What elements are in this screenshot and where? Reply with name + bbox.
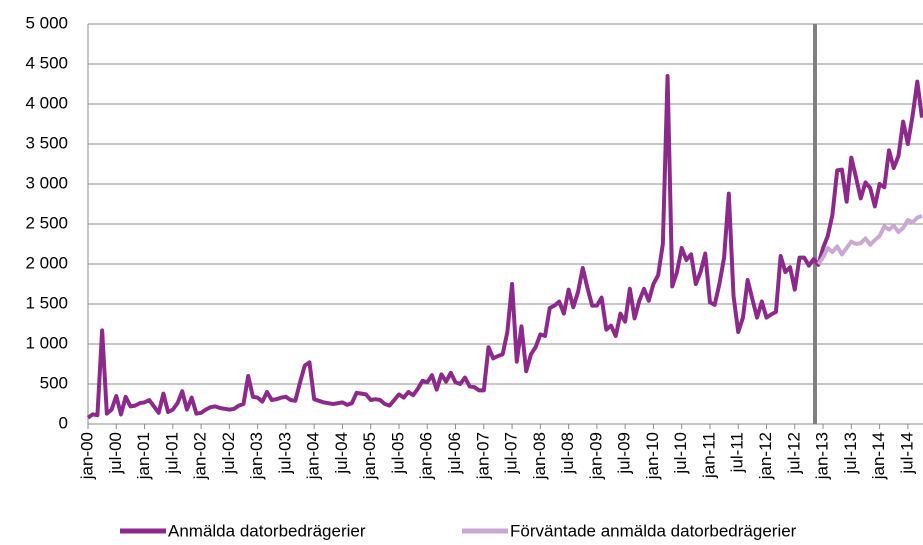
- x-tick-label: jul-03: [275, 432, 294, 475]
- x-tick-label: jan-04: [304, 432, 323, 480]
- x-tick-label: jan-02: [191, 432, 210, 480]
- series-line: [86, 74, 923, 420]
- x-tick-label: jan-05: [360, 432, 379, 480]
- x-tick-label: jul-12: [784, 432, 803, 475]
- x-tick-label: jan-10: [643, 432, 662, 480]
- x-tick-label: jul-08: [558, 432, 577, 475]
- x-tick-label: jul-01: [162, 432, 181, 475]
- y-tick-label: 3 500: [25, 133, 68, 152]
- x-tick-label: jul-00: [106, 432, 125, 475]
- y-tick-label: 3 000: [25, 173, 68, 192]
- x-tick-label: jan-12: [756, 432, 775, 480]
- x-tick-label: jul-02: [219, 432, 238, 475]
- x-tick-label: jan-09: [586, 432, 605, 480]
- legend-label: Förväntade anmälda datorbedrägerier: [510, 521, 797, 540]
- y-tick-label: 2 000: [25, 253, 68, 272]
- x-tick-label: jan-08: [530, 432, 549, 480]
- x-tick-label: jul-13: [841, 432, 860, 475]
- y-tick-label: 0: [59, 413, 68, 432]
- x-tick-label: jul-09: [615, 432, 634, 475]
- x-tick-label: jul-05: [388, 432, 407, 475]
- x-tick-label: jan-14: [869, 432, 888, 480]
- y-tick-label: 4 000: [25, 93, 68, 112]
- x-tick-label: jul-14: [897, 432, 916, 475]
- x-tick-label: jan-01: [134, 432, 153, 480]
- legend-label: Anmälda datorbedrägerier: [168, 521, 366, 540]
- x-tick-label: jan-06: [417, 432, 436, 480]
- x-tick-label: jan-07: [473, 432, 492, 480]
- x-tick-label: jan-11: [699, 432, 718, 479]
- x-tick-label: jul-06: [445, 432, 464, 475]
- y-tick-label: 4 500: [25, 53, 68, 72]
- x-tick-label: jan-00: [77, 432, 96, 480]
- x-tick-label: jan-03: [247, 432, 266, 480]
- y-tick-label: 2 500: [25, 213, 68, 232]
- x-tick-label: jul-04: [332, 432, 351, 475]
- y-tick-label: 500: [40, 373, 68, 392]
- y-tick-label: 1 000: [25, 333, 68, 352]
- y-tick-label: 1 500: [25, 293, 68, 312]
- x-tick-label: jan-13: [813, 432, 832, 480]
- x-tick-label: jul-07: [502, 432, 521, 475]
- x-tick-label: jul-11: [728, 432, 747, 473]
- x-tick-label: jul-10: [671, 432, 690, 475]
- series-line: [816, 214, 923, 266]
- y-tick-label: 5 000: [25, 13, 68, 32]
